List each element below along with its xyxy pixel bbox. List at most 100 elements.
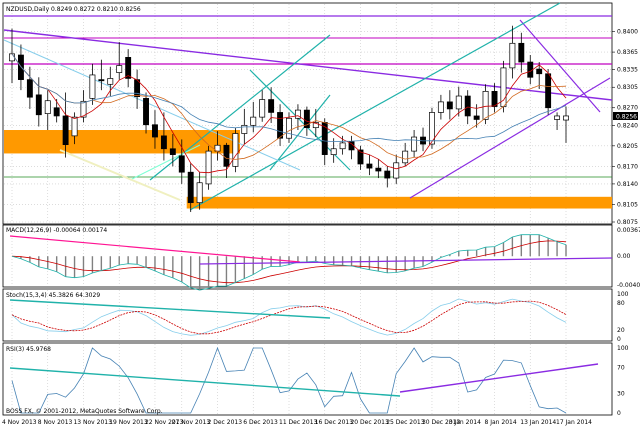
x-tick-label: 16 Dec 2013: [315, 419, 354, 426]
macd-signal-line: [11, 240, 567, 284]
rsi-title: RSI(3) 45.9768: [6, 346, 51, 353]
y-tick-label: 0.8365: [617, 49, 638, 56]
y-tick-label: 0.00: [617, 253, 631, 260]
y-tick-label: 0.8305: [617, 84, 638, 91]
candle-body: [536, 68, 543, 75]
y-tick-label: 0.8335: [617, 67, 638, 74]
candle-body: [437, 101, 444, 113]
trend-line-pale: [59, 149, 181, 201]
candle-body: [223, 144, 230, 167]
x-tick-label: 13 Jan 2014: [520, 419, 556, 426]
y-tick-label: 0.8140: [617, 181, 638, 188]
candle-body: [268, 99, 275, 113]
y-tick-label: -0.00403: [617, 282, 640, 289]
x-tick-label: 11 Dec 2013: [279, 419, 318, 426]
candle-body: [509, 42, 516, 69]
candle-body: [44, 100, 51, 114]
stoch-title: Stoch(15,3,4) 45.3826 64.3029: [6, 292, 100, 299]
candle-body: [35, 94, 42, 116]
candle-body: [446, 101, 453, 110]
candle-body: [214, 144, 221, 152]
y-tick-label: 100: [617, 345, 629, 352]
y-tick-label: 0.00367: [617, 227, 640, 234]
candle-body: [160, 135, 167, 150]
x-tick-label: 8 Nov 2013: [38, 419, 73, 426]
candle-body: [125, 57, 132, 79]
candle-body: [205, 150, 212, 185]
x-tick-label: 3 Jan 2014: [449, 419, 481, 426]
candle-body: [411, 136, 418, 152]
x-tick-label: 8 Jan 2014: [485, 419, 517, 426]
y-tick-label: 0.8170: [617, 163, 638, 170]
x-tick-label: 6 Dec 2013: [243, 419, 278, 426]
macd-panel: [2, 224, 613, 288]
candle-body: [375, 167, 382, 172]
rsi-panel: [2, 342, 613, 416]
moving-average-fast: [11, 53, 567, 174]
candle-body: [98, 79, 105, 82]
candle-body: [518, 42, 525, 63]
price-title: NZDUSD,Daily 0.8249 0.8272 0.8210 0.8256: [6, 6, 141, 13]
candle-body: [80, 100, 87, 118]
candle-body: [393, 162, 400, 179]
rsi-trend-line-purple: [399, 363, 599, 393]
stoch-trend-line: [9, 299, 331, 319]
macd-main-line: [11, 234, 567, 291]
macd-trend-line-pink: [9, 235, 301, 263]
trend-line-spike: [519, 19, 601, 113]
candle-body: [464, 95, 471, 117]
candle-body: [62, 115, 69, 146]
candle-body: [152, 124, 158, 138]
candle-body: [545, 73, 552, 109]
candle-body: [250, 116, 257, 126]
candle-body: [491, 90, 498, 107]
rsi-line: [11, 346, 567, 414]
candle-body: [26, 79, 33, 98]
candle-body: [482, 90, 489, 120]
candle-body: [402, 150, 409, 164]
x-tick-label: 25 Dec 2013: [386, 419, 425, 426]
y-tick-label: 0.8075: [617, 219, 638, 226]
trend-lines: [3, 2, 613, 211]
y-tick-label: 0.8240: [617, 122, 638, 129]
y-tick-label: 0.8400: [617, 29, 638, 36]
candle-body: [9, 53, 15, 62]
candle-body: [116, 65, 123, 73]
candle-body: [321, 122, 328, 155]
y-tick-label: 0.8205: [617, 143, 638, 150]
y-tick-label: 100: [617, 291, 629, 298]
x-tick-label: 20 Dec 2013: [350, 419, 389, 426]
y-tick-label: 0: [617, 336, 621, 343]
trend-line-teal-4: [269, 94, 331, 171]
candle-body: [303, 109, 310, 129]
moving-average-slow: [11, 53, 567, 143]
candle-body: [107, 78, 114, 85]
x-tick-label: 17 Jan 2014: [556, 419, 592, 426]
y-tick-label: 20: [617, 327, 625, 334]
y-tick-label: 0: [617, 410, 621, 417]
trend-line-sky: [3, 39, 301, 171]
candle-body: [473, 115, 480, 120]
trend-line-aqua: [129, 144, 201, 181]
y-tick-label: 0.8270: [617, 105, 638, 112]
current-price-label: 0.8256: [616, 114, 637, 121]
candle-body: [71, 116, 78, 137]
x-tick-label: 22 Nov 2013: [145, 419, 184, 426]
candle-body: [53, 107, 60, 117]
footer-copyright: BOSS FX, © 2001-2012, MetaQuotes Softwar…: [6, 408, 163, 415]
moving-average-mid: [11, 53, 567, 160]
candle-body: [366, 163, 373, 169]
candle-body: [455, 95, 462, 110]
candle-body: [294, 109, 301, 119]
candle-body: [277, 112, 284, 139]
y-tick-label: 30: [617, 391, 625, 398]
candle-body: [178, 155, 185, 173]
x-tick-label: 19 Nov 2013: [109, 419, 148, 426]
candle-body: [286, 117, 292, 139]
y-tick-label: 80: [617, 300, 625, 307]
candle-body: [500, 67, 507, 107]
y-tick-label: 70: [617, 365, 625, 372]
candle-body: [330, 148, 337, 155]
